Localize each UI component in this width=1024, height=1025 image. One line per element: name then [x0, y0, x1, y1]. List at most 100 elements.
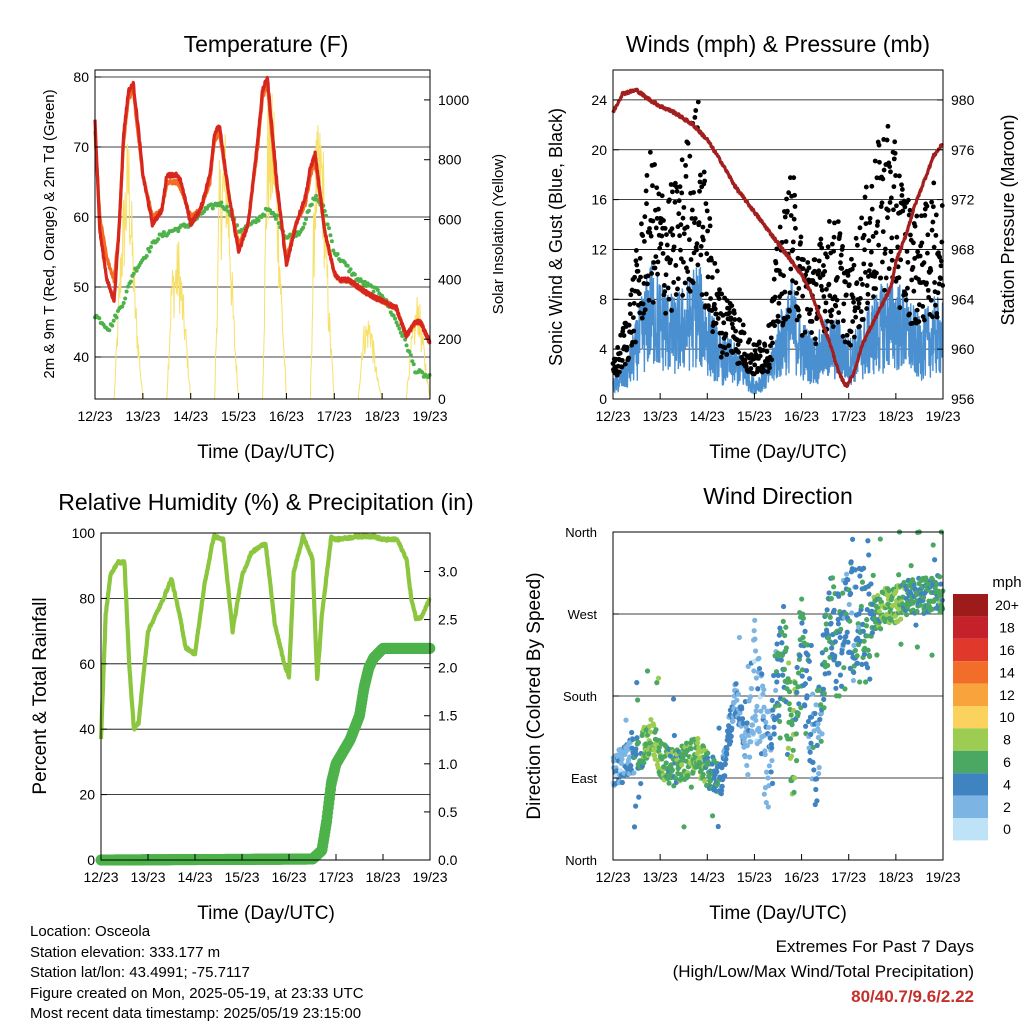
- gust-point: [688, 257, 694, 262]
- gust-point: [891, 184, 897, 190]
- gust-point: [938, 276, 943, 281]
- gust-point: [818, 283, 824, 289]
- direction-point: [857, 638, 864, 644]
- gust-point: [874, 223, 880, 228]
- temperature-plot-area: [93, 75, 432, 400]
- direction-point: [753, 675, 760, 681]
- gust-point: [784, 208, 790, 214]
- gust-point: [840, 244, 845, 249]
- gust-point: [934, 311, 940, 316]
- gust-point: [678, 256, 684, 262]
- gust-point: [755, 365, 761, 371]
- gust-point: [873, 286, 879, 292]
- gust-point: [806, 265, 812, 271]
- direction-point: [670, 696, 677, 702]
- winds-ytick-label: 24: [591, 92, 607, 108]
- direction-point: [794, 689, 800, 695]
- dewpoint-point: [327, 226, 332, 231]
- gust-point: [848, 329, 854, 335]
- temperature-left-ticks: 40 50 60 70 80: [73, 69, 101, 365]
- gust-point: [667, 197, 672, 203]
- dewpoint-point: [407, 349, 412, 354]
- relative-humidity-line: [98, 532, 432, 740]
- gust-point: [770, 319, 776, 325]
- direction-point: [673, 775, 679, 781]
- direction-point: [851, 642, 857, 649]
- direction-point: [724, 751, 730, 757]
- gust-point: [661, 218, 666, 223]
- direction-point: [651, 722, 657, 729]
- gust-point: [933, 302, 938, 308]
- dewpoint-point: [345, 263, 350, 268]
- direction-point: [638, 780, 644, 787]
- direction-point: [766, 763, 773, 769]
- gust-point: [663, 310, 669, 316]
- winds-ytick-label: 0: [599, 391, 607, 407]
- direction-point: [795, 670, 802, 676]
- gust-point: [718, 354, 724, 360]
- direction-point: [635, 739, 642, 746]
- winds-ylabel-right: Station Pressure (Maroon): [998, 114, 1018, 325]
- gust-point: [882, 246, 888, 252]
- gust-point: [737, 360, 742, 366]
- gust-point: [676, 198, 682, 204]
- winds-left-ticks: 0 4 8 12 16 20 24: [591, 92, 619, 407]
- direction-point: [818, 702, 824, 708]
- gust-point: [796, 286, 802, 291]
- gust-point: [678, 222, 684, 228]
- gust-point: [694, 241, 700, 247]
- gust-point: [888, 249, 894, 255]
- gust-point: [724, 352, 730, 357]
- direction-point: [808, 731, 814, 737]
- direction-point: [788, 712, 794, 718]
- gust-point: [831, 234, 837, 240]
- gust-point: [887, 164, 893, 169]
- direction-point: [876, 608, 883, 614]
- gust-point: [682, 280, 688, 286]
- direction-point: [737, 710, 743, 716]
- direction-point: [865, 647, 871, 653]
- humidity-left-ticks: 0 20 40 60 80 100: [72, 525, 107, 868]
- gust-point: [748, 360, 753, 365]
- direction-point: [744, 762, 750, 769]
- gust-point: [934, 314, 940, 320]
- temperature-ytick-right-label: 600: [438, 212, 462, 228]
- direction-point: [758, 708, 764, 714]
- winds-ytick-right-label: 976: [951, 142, 975, 158]
- direction-point: [757, 738, 763, 744]
- direction-point: [810, 744, 816, 751]
- direction-point: [747, 694, 754, 700]
- direction-point: [779, 640, 785, 646]
- gust-point: [795, 255, 801, 261]
- gust-point: [903, 291, 909, 297]
- direction-point: [848, 590, 854, 597]
- direction-point: [782, 632, 788, 639]
- gust-point: [844, 332, 850, 338]
- gust-point: [880, 229, 886, 235]
- gust-point: [910, 240, 916, 246]
- legend-swatch: [953, 750, 988, 774]
- direction-point: [750, 730, 756, 736]
- direction-point: [836, 660, 842, 667]
- direction-point: [681, 824, 687, 830]
- gust-point: [830, 324, 836, 329]
- direction-point: [810, 691, 816, 697]
- gust-point: [914, 307, 920, 313]
- direction-point: [878, 599, 885, 605]
- gust-point: [697, 188, 702, 194]
- legend-label: 20+: [995, 597, 1019, 613]
- direction-point: [799, 667, 806, 673]
- gust-point: [644, 281, 650, 287]
- direction-point: [787, 679, 793, 685]
- gust-point: [670, 232, 676, 238]
- gust-point: [628, 292, 634, 298]
- direction-point: [898, 641, 904, 647]
- gust-point: [798, 240, 803, 245]
- gust-point: [761, 368, 767, 374]
- direction-plot-area: [610, 529, 946, 830]
- winds-xtick-label: 18/23: [878, 408, 913, 424]
- gust-point: [694, 247, 699, 253]
- gust-point: [922, 213, 928, 218]
- gust-point: [648, 233, 654, 239]
- winds-ytick-right-label: 964: [951, 291, 975, 307]
